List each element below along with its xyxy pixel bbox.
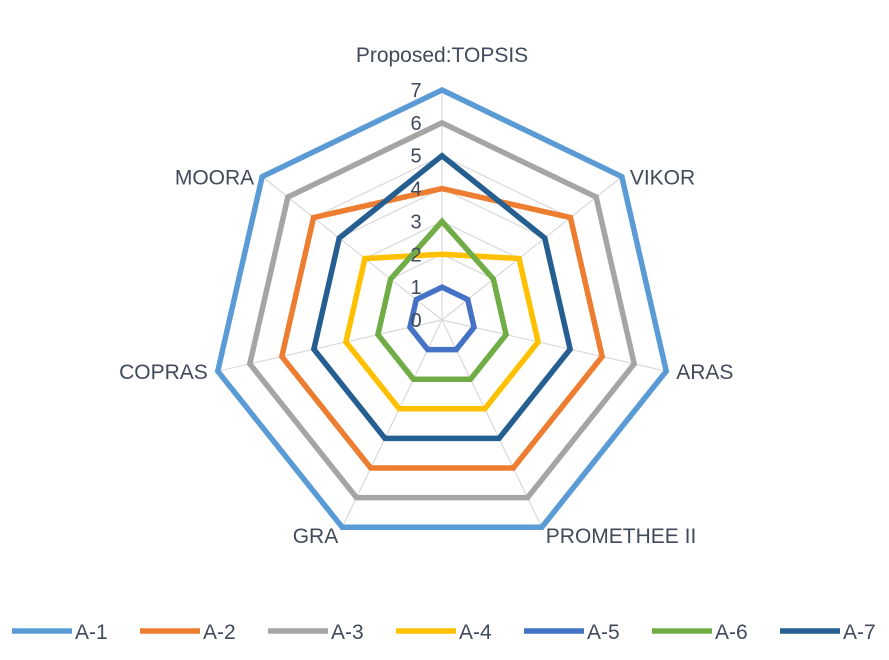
grid-spoke — [441, 319, 543, 528]
legend-label: A-2 — [203, 621, 236, 644]
grid-spoke — [217, 319, 443, 372]
series-a-6 — [374, 217, 510, 382]
grid-spoke — [441, 319, 667, 372]
axis-labels: Proposed:TOPSIS VIKOR ARAS PROMETHEE II GRA C… — [119, 44, 733, 548]
series-a-3 — [246, 119, 638, 501]
tick-label-4: 4 — [410, 179, 421, 201]
series-a-4 — [342, 251, 542, 412]
series-a-2 — [278, 185, 606, 471]
axis-label: Proposed:TOPSIS — [356, 44, 528, 67]
grid-spoke — [341, 319, 443, 528]
axis-label: ARAS — [676, 361, 733, 384]
axis-label: COPRAS — [119, 361, 208, 384]
legend-label: A-6 — [715, 621, 748, 644]
legend: A-1 A-2 A-3 A-4 A-5 A-6 A-7 — [12, 621, 876, 644]
axis-label: MOORA — [175, 167, 254, 190]
tick-label-6: 6 — [410, 113, 421, 135]
tick-label-5: 5 — [410, 146, 421, 168]
series-a-5 — [406, 284, 478, 353]
axis-label: PROMETHEE II — [546, 525, 697, 548]
grid-spoke — [441, 176, 623, 321]
tick-label-3: 3 — [410, 211, 421, 233]
series-a-1 — [214, 86, 670, 530]
tick-label-0: 0 — [410, 310, 421, 332]
legend-label: A-4 — [459, 621, 492, 644]
tick-label-2: 2 — [410, 244, 421, 266]
tick-label-7: 7 — [410, 80, 421, 102]
legend-label: A-5 — [587, 621, 620, 644]
axis-label: GRA — [293, 525, 339, 548]
axis-label: VIKOR — [630, 167, 695, 190]
legend-label: A-1 — [75, 621, 108, 644]
grid-spoke — [261, 176, 443, 321]
legend-label: A-7 — [843, 621, 876, 644]
series-a-7 — [310, 152, 574, 442]
series-layer — [214, 86, 670, 530]
tick-labels: 0 1 2 3 4 5 6 7 — [410, 80, 421, 332]
tick-label-1: 1 — [410, 277, 421, 299]
legend-label: A-3 — [331, 621, 364, 644]
